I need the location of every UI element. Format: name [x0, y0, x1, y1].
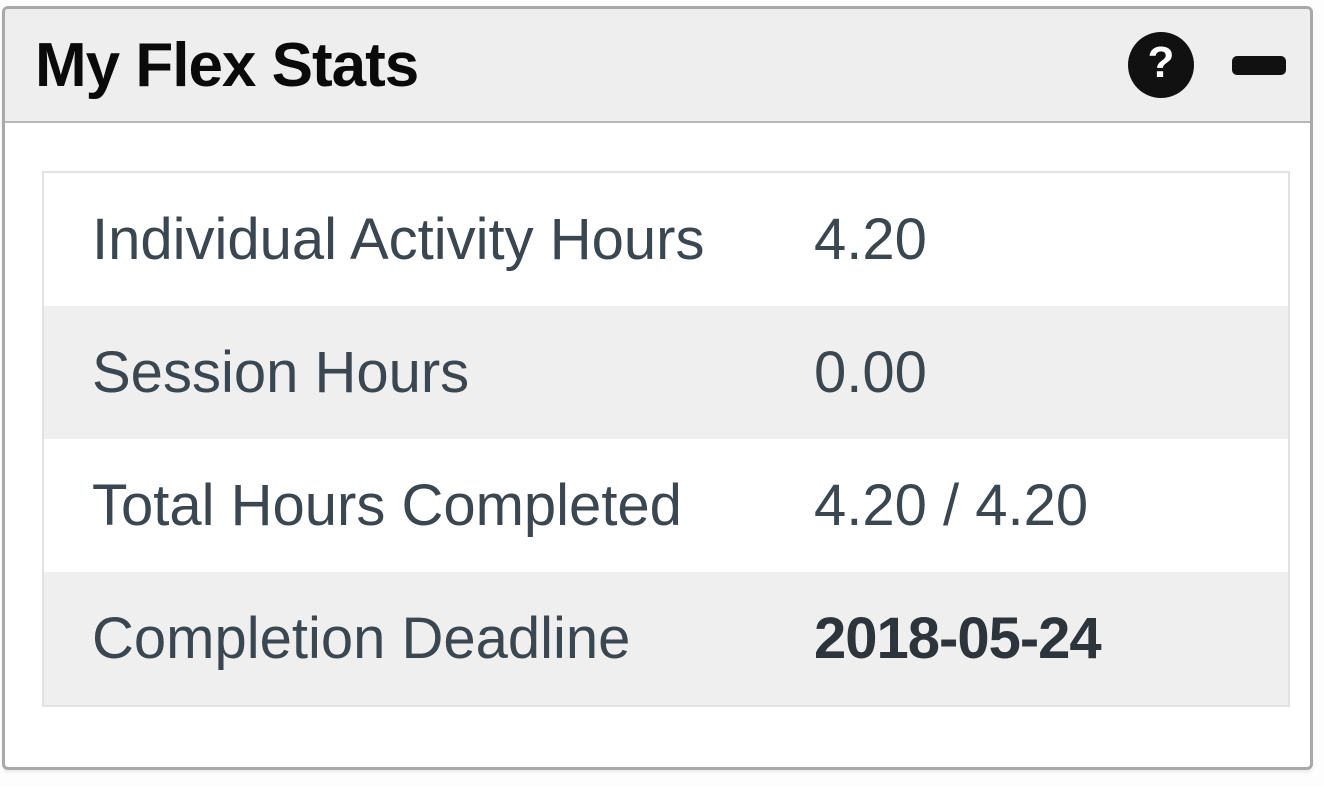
my-flex-stats-widget: My Flex Stats ? Individual Activity Hour…	[2, 6, 1313, 770]
minimize-icon[interactable]	[1232, 32, 1286, 98]
stat-value: 0.00	[814, 340, 927, 405]
stat-label: Individual Activity Hours	[92, 207, 705, 272]
table-row: Individual Activity Hours 4.20	[44, 173, 1288, 306]
stat-value: 2018-05-24	[814, 606, 1102, 671]
stat-label: Total Hours Completed	[92, 473, 682, 538]
stats-table: Individual Activity Hours 4.20 Session H…	[42, 171, 1290, 707]
stat-value: 4.20	[814, 207, 927, 272]
widget-body: Individual Activity Hours 4.20 Session H…	[5, 123, 1310, 707]
table-row: Total Hours Completed 4.20 / 4.20	[44, 439, 1288, 572]
stat-label: Session Hours	[92, 340, 470, 405]
table-row: Session Hours 0.00	[44, 306, 1288, 439]
stat-value: 4.20 / 4.20	[814, 473, 1089, 538]
widget-header: My Flex Stats ?	[5, 9, 1310, 123]
question-mark-glyph: ?	[1147, 38, 1175, 87]
widget-title: My Flex Stats	[35, 30, 419, 100]
stat-label: Completion Deadline	[92, 606, 631, 671]
table-row: Completion Deadline 2018-05-24	[44, 572, 1288, 705]
help-icon[interactable]: ?	[1128, 32, 1194, 98]
minus-bar	[1232, 55, 1286, 75]
